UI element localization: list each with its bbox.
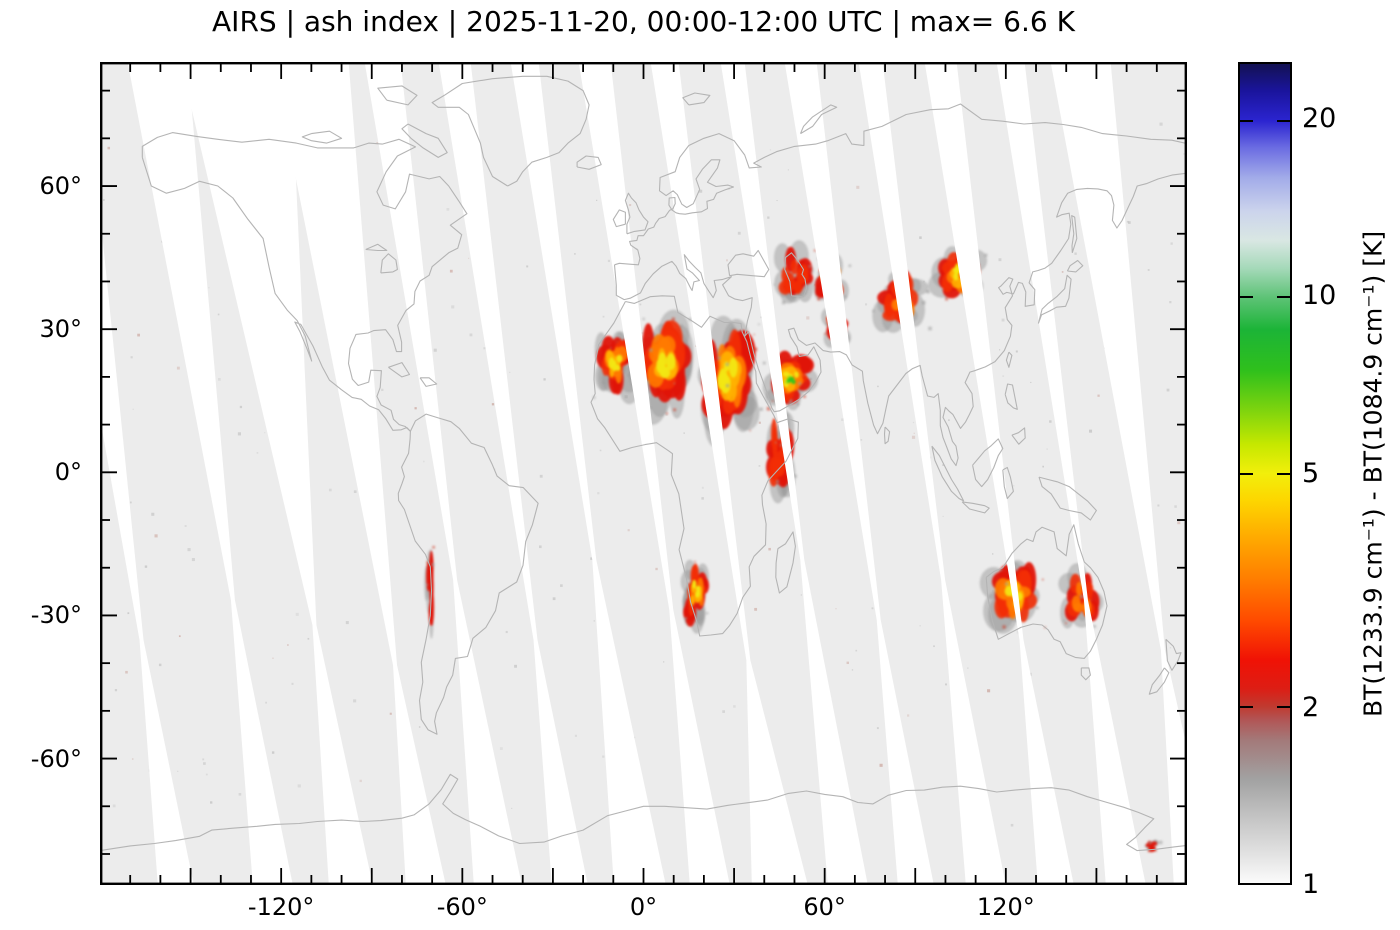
colorbar-tick-5 xyxy=(1240,472,1253,475)
colorbar-tick-label-20: 20 xyxy=(1302,103,1337,135)
colorbar-tick-label-1: 1 xyxy=(1302,869,1320,900)
hotspot-mount-erebus-ross-sea xyxy=(1144,839,1163,853)
colorbar-tick-label-5: 5 xyxy=(1302,457,1320,489)
lat-tick-label--30: -30° xyxy=(30,601,82,630)
colorbar-tick-10 xyxy=(1277,296,1290,299)
colorbar-tick-20 xyxy=(1240,119,1253,122)
lon-tick-label--120: -120° xyxy=(247,893,315,921)
plot-title: AIRS | ash index | 2025-11-20, 00:00-12:… xyxy=(212,5,1075,38)
world-map xyxy=(100,62,1187,885)
colorbar-tick-10 xyxy=(1240,296,1253,299)
colorbar-axis-label: BT(1233.9 cm⁻¹) - BT(1084.9 cm⁻¹) [K] xyxy=(1358,230,1388,717)
lat-tick-label-60: 60° xyxy=(39,172,82,201)
colorbar-tick-2 xyxy=(1277,705,1290,708)
coastlines xyxy=(100,75,1187,852)
lon-tick-label--60: -60° xyxy=(436,893,488,921)
map-panel xyxy=(100,62,1187,885)
hotspot-west-sahara-mauritania xyxy=(592,331,640,405)
colorbar-tick-label-2: 2 xyxy=(1302,691,1320,723)
colorbar xyxy=(1238,62,1292,885)
colorbar-tick-20 xyxy=(1277,119,1290,122)
colorbar-tick-2 xyxy=(1240,705,1253,708)
colorbar-tick-label-10: 10 xyxy=(1302,280,1337,312)
colorbar-tick-5 xyxy=(1277,472,1290,475)
lon-tick-label-0: 0° xyxy=(629,893,658,921)
lon-tick-label-120: 120° xyxy=(976,893,1035,921)
lon-tick-label-60: 60° xyxy=(803,893,846,921)
lat-tick-label-0: 0° xyxy=(54,458,82,487)
lat-tick-label-30: 30° xyxy=(39,315,82,344)
hotspot-namib-kalahari xyxy=(680,559,710,634)
swath-gaps xyxy=(100,62,1187,885)
hotspot-caucasus-caspian xyxy=(773,240,816,305)
lat-tick-label--60: -60° xyxy=(30,744,82,773)
